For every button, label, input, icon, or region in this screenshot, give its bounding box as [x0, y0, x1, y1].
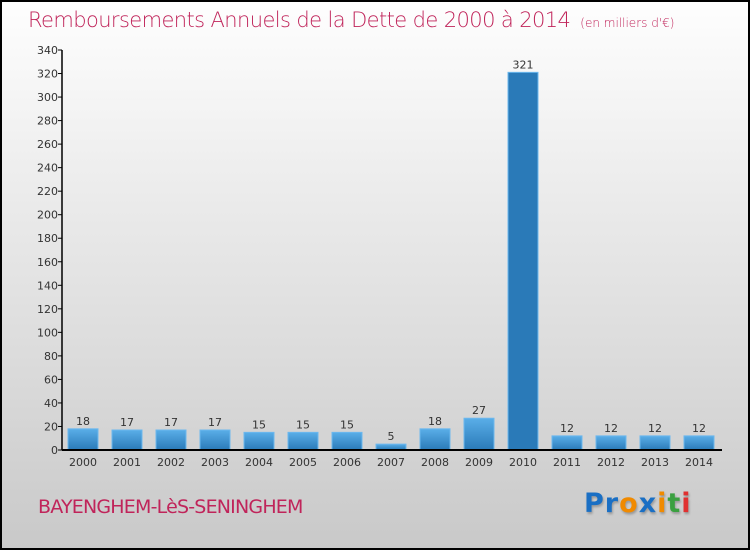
logo-letter: t [667, 488, 682, 519]
logo-letter: P [584, 488, 605, 519]
bar [551, 435, 583, 451]
data-label: 12 [560, 422, 574, 435]
bar [331, 431, 363, 451]
y-tick-label: 120 [37, 303, 58, 316]
y-tick-label: 320 [37, 68, 58, 81]
y-tick-label: 0 [51, 444, 58, 457]
bar [243, 431, 275, 451]
y-tick-label: 280 [37, 115, 58, 128]
bar [595, 435, 627, 451]
data-label: 12 [648, 422, 662, 435]
bar [111, 429, 143, 451]
y-tick-label: 200 [37, 209, 58, 222]
chart-title: Remboursements Annuels de la Dette de 20… [28, 8, 674, 32]
unit-label: (en milliers d'€) [580, 16, 675, 30]
y-tick-label: 220 [37, 185, 58, 198]
bar [463, 417, 495, 451]
logo-letter: r [604, 488, 620, 519]
y-tick-label: 260 [37, 138, 58, 151]
bar [639, 435, 671, 451]
y-tick-label: 160 [37, 256, 58, 269]
data-label: 12 [604, 422, 618, 435]
bar [683, 435, 715, 451]
logo-letter: i [657, 488, 668, 519]
y-tick-label: 60 [44, 373, 58, 386]
x-tick-label: 2003 [201, 456, 229, 469]
x-tick-label: 2008 [421, 456, 449, 469]
bar [199, 429, 231, 451]
x-tick-label: 2005 [289, 456, 317, 469]
x-tick-label: 2013 [641, 456, 669, 469]
x-tick-label: 2007 [377, 456, 405, 469]
bar [155, 429, 187, 451]
data-label: 12 [692, 422, 706, 435]
y-tick-label: 40 [44, 397, 58, 410]
x-tick-label: 2010 [509, 456, 537, 469]
x-tick-label: 2009 [465, 456, 493, 469]
bar [419, 428, 451, 451]
y-tick-label: 240 [37, 162, 58, 175]
bar [67, 428, 99, 451]
x-tick-label: 2006 [333, 456, 361, 469]
data-label: 17 [208, 416, 222, 429]
bar [287, 431, 319, 451]
y-tick-label: 80 [44, 350, 58, 363]
data-label: 18 [76, 415, 90, 428]
data-label: 27 [472, 404, 486, 417]
logo-letter: o [619, 488, 639, 519]
data-label: 18 [428, 415, 442, 428]
x-tick-label: 2014 [685, 456, 713, 469]
x-tick-label: 2012 [597, 456, 625, 469]
logo-letter: i [681, 488, 692, 519]
data-label: 5 [388, 430, 395, 443]
y-tick-label: 20 [44, 420, 58, 433]
data-label: 17 [120, 416, 134, 429]
y-tick-label: 340 [37, 44, 58, 57]
y-tick-label: 140 [37, 279, 58, 292]
y-tick-label: 300 [37, 91, 58, 104]
data-label: 15 [252, 418, 266, 431]
data-label: 17 [164, 416, 178, 429]
x-tick-label: 2001 [113, 456, 141, 469]
title-text: Remboursements Annuels de la Dette de 20… [28, 8, 571, 32]
x-tick-label: 2004 [245, 456, 273, 469]
data-label: 15 [296, 418, 310, 431]
y-tick-label: 100 [37, 326, 58, 339]
logo-letter: x [638, 488, 658, 519]
bar [507, 71, 539, 451]
commune-name: BAYENGHEM-LèS-SENINGHEM [38, 496, 303, 518]
y-tick-label: 180 [37, 232, 58, 245]
data-label: 321 [513, 58, 534, 71]
proxiti-logo: Proxiti [584, 488, 692, 519]
data-label: 15 [340, 418, 354, 431]
x-tick-label: 2011 [553, 456, 581, 469]
x-tick-label: 2002 [157, 456, 185, 469]
x-tick-label: 2000 [69, 456, 97, 469]
